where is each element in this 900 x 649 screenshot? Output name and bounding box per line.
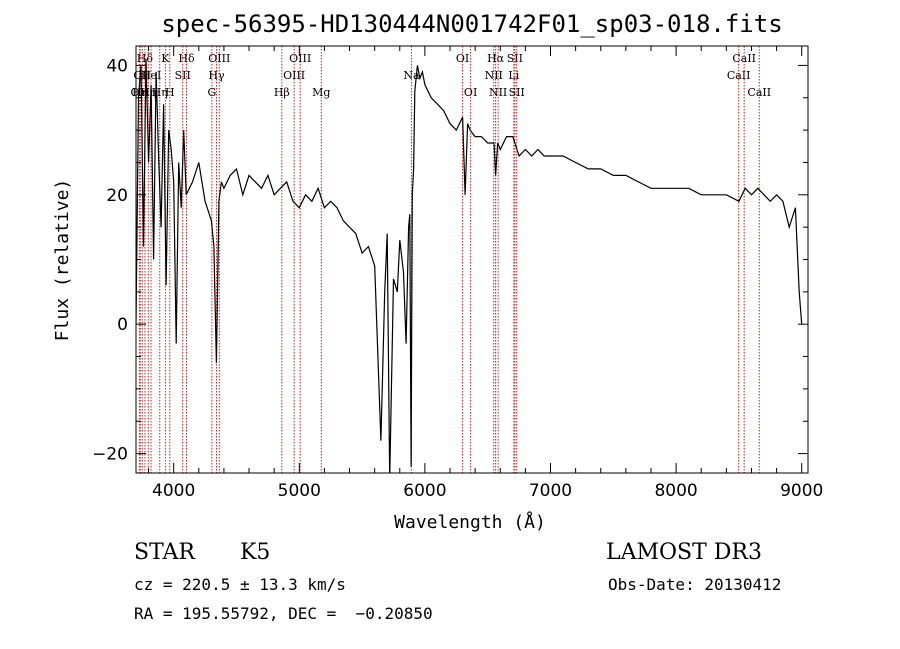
x-axis: 4000 5000 6000 7000 8000 9000: [148, 46, 823, 501]
plot-frame: [135, 45, 809, 474]
marker-label-18: Na: [403, 69, 420, 82]
survey-name: LAMOST DR3: [606, 540, 762, 565]
marker-label-27: CaII: [727, 69, 751, 82]
marker-label-7: K: [161, 52, 170, 65]
marker-label-26: SII: [509, 86, 525, 99]
marker-label-10: Hδ: [178, 52, 195, 65]
marker-label-22: Hα: [487, 52, 505, 65]
marker-label-25: SII: [507, 52, 523, 65]
marker-label-9: SII: [175, 69, 191, 82]
y-tick-label-3: 40: [106, 56, 128, 76]
marker-label-23: NII: [489, 86, 507, 99]
y-axis: −20 0 20 40: [92, 56, 808, 465]
marker-label-24: Li: [508, 69, 519, 82]
y-tick-label-1: 0: [117, 315, 128, 335]
marker-label-4: Hη: [140, 86, 156, 99]
spectrum-line: [136, 58, 803, 473]
x-tick-label-5: 9000: [780, 481, 823, 501]
marker-label-21: NII: [485, 69, 503, 82]
x-tick-label-4: 8000: [654, 481, 697, 501]
line-markers: OIIHηOIIHδHηHeIHηKHSIIHδGHγOIIIHβOIIIOII…: [131, 46, 771, 473]
y-tick-label-0: −20: [92, 445, 128, 465]
marker-label-3: Hδ: [137, 52, 154, 65]
chart-title: spec-56395-HD130444N001742F01_sp03-018.f…: [161, 10, 782, 38]
marker-label-16: OIII: [289, 52, 311, 65]
redshift-text: cz = 220.5 ± 13.3 km/s: [134, 575, 346, 594]
x-axis-label: Wavelength (Å): [394, 511, 546, 533]
marker-label-29: CaII: [747, 86, 771, 99]
x-tick-label-3: 7000: [529, 481, 572, 501]
marker-label-13: OIII: [208, 52, 230, 65]
marker-label-5: HeI: [141, 69, 161, 82]
object-subclass: K5: [240, 540, 271, 565]
x-tick-label-0: 4000: [152, 481, 195, 501]
marker-label-15: OIII: [283, 69, 305, 82]
spectrum-line-group: [136, 58, 803, 473]
obs-date-text: Obs-Date: 20130412: [608, 575, 782, 594]
coords-text: RA = 195.55792, DEC = −0.20850: [134, 604, 433, 623]
marker-label-28: CaII: [732, 52, 756, 65]
y-axis-label: Flux (relative): [52, 179, 73, 342]
marker-label-11: G: [207, 86, 216, 99]
x-tick-label-1: 5000: [278, 481, 321, 501]
marker-label-14: Hβ: [274, 86, 290, 99]
marker-label-19: OI: [456, 52, 469, 65]
marker-label-12: Hγ: [208, 69, 225, 82]
marker-label-20: OI: [464, 86, 477, 99]
y-tick-label-2: 20: [106, 186, 128, 206]
object-class: STAR: [134, 540, 195, 565]
x-tick-label-2: 6000: [403, 481, 446, 501]
marker-label-17: Mg: [312, 86, 330, 99]
marker-label-8: H: [165, 86, 175, 99]
